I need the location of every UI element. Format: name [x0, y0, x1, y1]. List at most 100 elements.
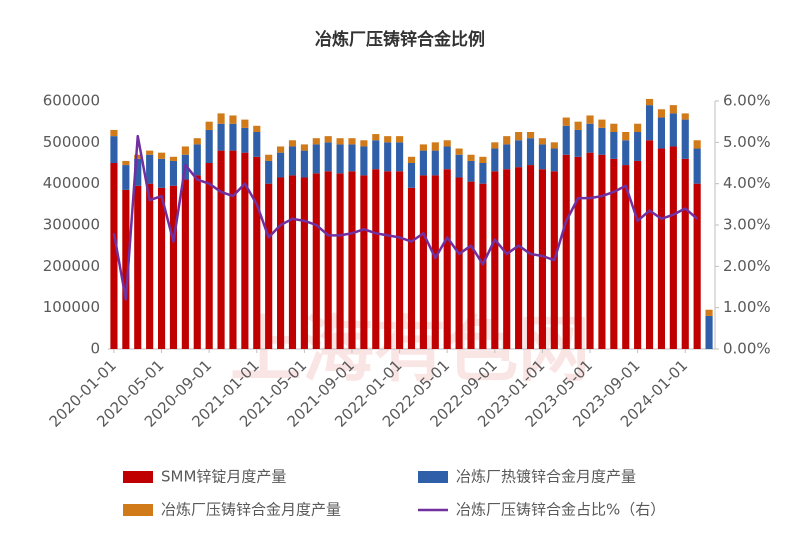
bar-segment — [503, 169, 511, 349]
bar-segment — [110, 163, 118, 349]
bar-segment — [193, 138, 201, 145]
bar-segment — [657, 109, 666, 118]
bar-segment — [574, 121, 582, 130]
bar-segment — [681, 119, 689, 159]
bar-segment — [205, 163, 213, 349]
bar-segment — [193, 144, 201, 176]
y2-tick-label: 0.00% — [723, 340, 771, 358]
bar-segment — [253, 132, 261, 157]
legend-swatch — [123, 471, 153, 483]
bar-segment — [312, 173, 320, 349]
bar-segment — [419, 144, 427, 151]
bar-segment — [384, 136, 392, 143]
bar-segment — [122, 189, 130, 349]
bar-segment — [491, 148, 499, 172]
bar-segment — [443, 146, 451, 170]
bar-segment — [681, 113, 689, 120]
bar-segment — [622, 165, 630, 349]
bar-segment — [288, 146, 297, 176]
bar-segment — [241, 119, 249, 128]
bar-segment — [146, 183, 154, 349]
bar-segment — [157, 158, 166, 188]
y2-tick-label: 5.00% — [723, 133, 771, 151]
bar-segment — [300, 150, 308, 178]
bar-segment — [277, 146, 285, 153]
bar-segment — [622, 140, 630, 166]
y2-tick-label: 6.00% — [723, 92, 771, 110]
bar-segment — [562, 125, 570, 155]
bar-segment — [467, 154, 475, 161]
bar-segment — [253, 156, 261, 349]
bar-segment — [693, 183, 701, 349]
bar-segment — [515, 140, 523, 168]
bar-segment — [348, 138, 356, 145]
bar-segment — [467, 160, 475, 182]
bar-segment — [372, 169, 380, 349]
bar-segment — [324, 171, 332, 349]
bar-segment — [645, 140, 654, 349]
legend-label: SMM锌锭月度产量 — [161, 468, 286, 486]
bar-segment — [134, 158, 142, 186]
line — [112, 134, 698, 301]
y2-tick-label: 1.00% — [723, 298, 771, 316]
bar-segment — [372, 134, 380, 141]
y-tick-label: 100000 — [43, 298, 100, 316]
bar-segment — [598, 119, 606, 128]
bar-segment — [217, 150, 225, 349]
bar-segment — [217, 113, 225, 124]
bar-segment — [265, 154, 273, 161]
bar-segment — [586, 152, 594, 349]
legend-swatch — [418, 471, 448, 483]
bar-segment — [324, 142, 332, 172]
bar-segment — [372, 140, 380, 170]
bar-segment — [193, 175, 201, 349]
bar-segment — [443, 169, 451, 349]
bar-segment — [669, 113, 677, 147]
bar-segment — [277, 177, 285, 349]
bar-segment — [455, 148, 463, 155]
bar-segment — [455, 154, 463, 178]
legend-label: 冶炼厂压铸锌合金月度产量 — [161, 501, 341, 519]
bar-segment — [455, 177, 463, 349]
bar-segment — [336, 144, 344, 174]
bar-segment — [396, 171, 404, 349]
bar-segment — [360, 146, 368, 176]
bar-segment — [241, 127, 249, 153]
bar-segment — [169, 185, 178, 349]
bar-segment — [419, 150, 427, 176]
bar-segment — [217, 123, 225, 151]
bar-segment — [384, 171, 392, 349]
bar-segment — [396, 142, 404, 172]
bar-segment — [336, 173, 344, 349]
bar-segment — [431, 150, 439, 176]
y-tick-label: 500000 — [43, 133, 100, 151]
bar-segment — [431, 142, 439, 151]
bar-segment — [265, 160, 273, 184]
y-tick-label: 400000 — [43, 174, 100, 192]
bar-segment — [169, 156, 178, 161]
bar-segment — [229, 150, 237, 349]
bar-segment — [526, 165, 535, 349]
bar-segment — [396, 136, 404, 143]
bar-segment — [253, 125, 261, 132]
bar-segment — [634, 160, 642, 349]
bar-segment — [229, 115, 237, 124]
bar-segment — [503, 136, 511, 145]
bar-segment — [538, 138, 546, 145]
bar-segment — [157, 187, 166, 349]
bar-segment — [669, 146, 677, 349]
bar-segment — [265, 183, 273, 349]
bar-segment — [336, 138, 344, 145]
bar-segment — [122, 160, 130, 166]
bar-segment — [538, 144, 546, 170]
bar-segment — [705, 315, 713, 349]
bar-segment — [491, 142, 499, 149]
bar-segment — [693, 148, 701, 184]
bar-segment — [491, 171, 499, 349]
bar-segment — [360, 140, 368, 147]
bar-segment — [348, 144, 356, 172]
bar-segment — [122, 165, 130, 190]
y-tick-label: 0 — [90, 340, 100, 358]
y-tick-label: 200000 — [43, 257, 100, 275]
